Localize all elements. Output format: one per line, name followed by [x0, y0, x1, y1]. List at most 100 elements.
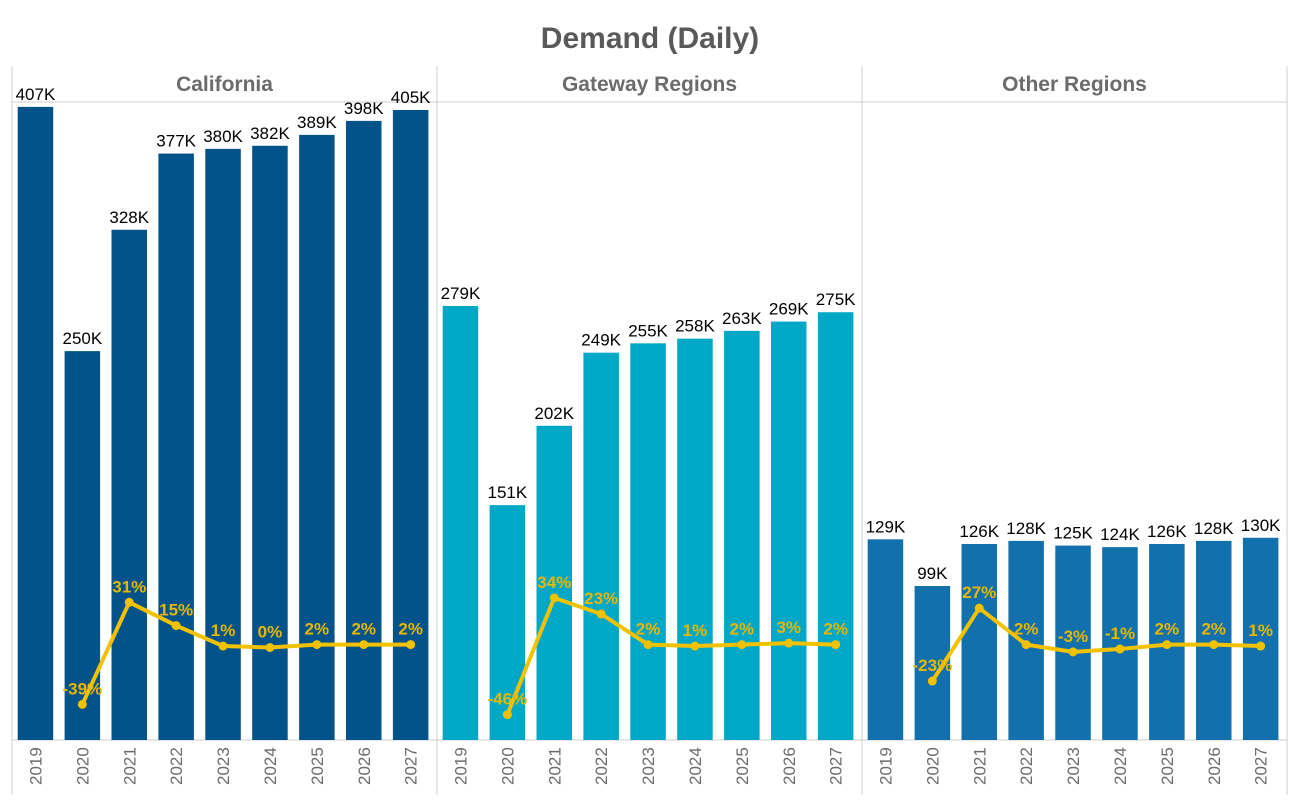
growth-label: 34%: [537, 573, 571, 592]
x-tick-label: 2019: [876, 747, 895, 785]
growth-point: [77, 699, 87, 709]
x-tick-label: 2019: [26, 747, 45, 785]
growth-point: [406, 640, 416, 650]
growth-point: [596, 609, 606, 619]
bar-value-label: 407K: [16, 85, 56, 104]
growth-point: [831, 640, 841, 650]
growth-label: 31%: [112, 577, 146, 596]
x-tick-label: 2027: [1252, 747, 1271, 785]
growth-label: 2%: [398, 620, 423, 639]
x-tick-label: 2022: [1017, 747, 1036, 785]
bar-value-label: 263K: [722, 309, 762, 328]
panel-california: California 407K 2019 250K 2020 328K 2021 377K 20…: [16, 73, 432, 785]
bar-value-label: 124K: [1100, 525, 1140, 544]
panel-title: Other Regions: [1002, 73, 1147, 96]
growth-label: 27%: [962, 583, 996, 602]
panels-layer: California 407K 2019 250K 2020 328K 2021 377K 20…: [11, 66, 1288, 795]
bar: [489, 505, 526, 740]
bar-value-label: 128K: [1006, 519, 1046, 538]
x-tick-label: 2020: [498, 747, 517, 785]
bar-value-label: 151K: [487, 483, 527, 502]
growth-label: 2%: [823, 620, 848, 639]
x-tick-label: 2026: [1205, 747, 1224, 785]
bar-value-label: 269K: [769, 300, 809, 319]
growth-point: [643, 640, 653, 650]
x-tick-label: 2027: [402, 747, 421, 785]
bar-value-label: 377K: [156, 132, 196, 151]
growth-point: [1256, 641, 1266, 651]
bar: [252, 145, 288, 740]
growth-line: [930, 606, 1261, 683]
growth-line: [505, 595, 836, 716]
chart-title: Demand (Daily): [541, 22, 759, 55]
growth-point: [784, 638, 794, 648]
growth-point: [927, 676, 937, 686]
bar-value-label: 405K: [391, 88, 431, 107]
growth-label: -39%: [63, 679, 103, 698]
growth-point: [690, 641, 700, 651]
x-tick-label: 2023: [214, 747, 233, 785]
growth-point: [1162, 640, 1172, 650]
bar: [536, 425, 572, 740]
bar-value-label: 389K: [297, 113, 337, 132]
growth-label: 1%: [1248, 621, 1273, 640]
bar: [630, 343, 666, 740]
growth-label: 3%: [776, 618, 801, 637]
x-tick-label: 2025: [733, 747, 752, 785]
growth-point: [312, 640, 322, 650]
x-tick-label: 2020: [73, 747, 92, 785]
growth-label: 2%: [1155, 620, 1180, 639]
bar: [205, 148, 241, 740]
bar-value-label: 398K: [344, 99, 384, 118]
growth-point: [549, 593, 559, 603]
bar-value-label: 99K: [917, 564, 948, 583]
bar-value-label: 202K: [534, 404, 574, 423]
x-tick-label: 2024: [261, 747, 280, 785]
growth-label: -3%: [1058, 627, 1088, 646]
bar-value-label: 255K: [628, 321, 668, 340]
x-tick-label: 2023: [639, 747, 658, 785]
x-tick-label: 2022: [167, 747, 186, 785]
panel-gateway-regions: Gateway Regions 279K 2019 151K 2020 202K 2021 2…: [441, 73, 857, 785]
bar: [158, 153, 194, 741]
growth-label: 2%: [351, 620, 376, 639]
growth-point: [1068, 647, 1078, 657]
growth-label: 2%: [636, 620, 661, 639]
bar: [771, 321, 807, 740]
panel-title: Gateway Regions: [562, 73, 737, 96]
growth-point: [218, 641, 228, 651]
bar-value-label: 275K: [816, 290, 856, 309]
growth-point: [265, 643, 275, 652]
x-tick-label: 2025: [1158, 747, 1177, 785]
bar-value-label: 382K: [250, 124, 290, 143]
bar: [867, 539, 904, 740]
growth-point: [502, 710, 512, 720]
bar: [299, 134, 335, 740]
growth-point: [1021, 640, 1031, 650]
growth-point: [171, 621, 181, 631]
bar-value-label: 128K: [1194, 519, 1234, 538]
growth-point: [1209, 640, 1219, 650]
x-tick-label: 2021: [545, 747, 564, 785]
bar-value-label: 328K: [109, 208, 149, 227]
bar-value-label: 249K: [581, 331, 621, 350]
bar: [583, 352, 619, 740]
bar: [817, 312, 854, 740]
x-tick-label: 2020: [923, 747, 942, 785]
growth-label: 2%: [730, 620, 755, 639]
growth-point: [974, 603, 984, 613]
growth-label: 15%: [159, 601, 193, 620]
bar: [724, 330, 760, 740]
x-tick-label: 2024: [1111, 747, 1130, 785]
bar-value-label: 258K: [675, 317, 715, 336]
bar-value-label: 279K: [441, 284, 481, 303]
growth-point: [1115, 644, 1125, 654]
bar-value-label: 126K: [1147, 522, 1187, 541]
panel-title: California: [176, 73, 273, 96]
bar-value-label: 129K: [866, 517, 906, 536]
bar: [392, 110, 429, 740]
x-tick-label: 2021: [120, 747, 139, 785]
growth-label: -46%: [488, 690, 528, 709]
